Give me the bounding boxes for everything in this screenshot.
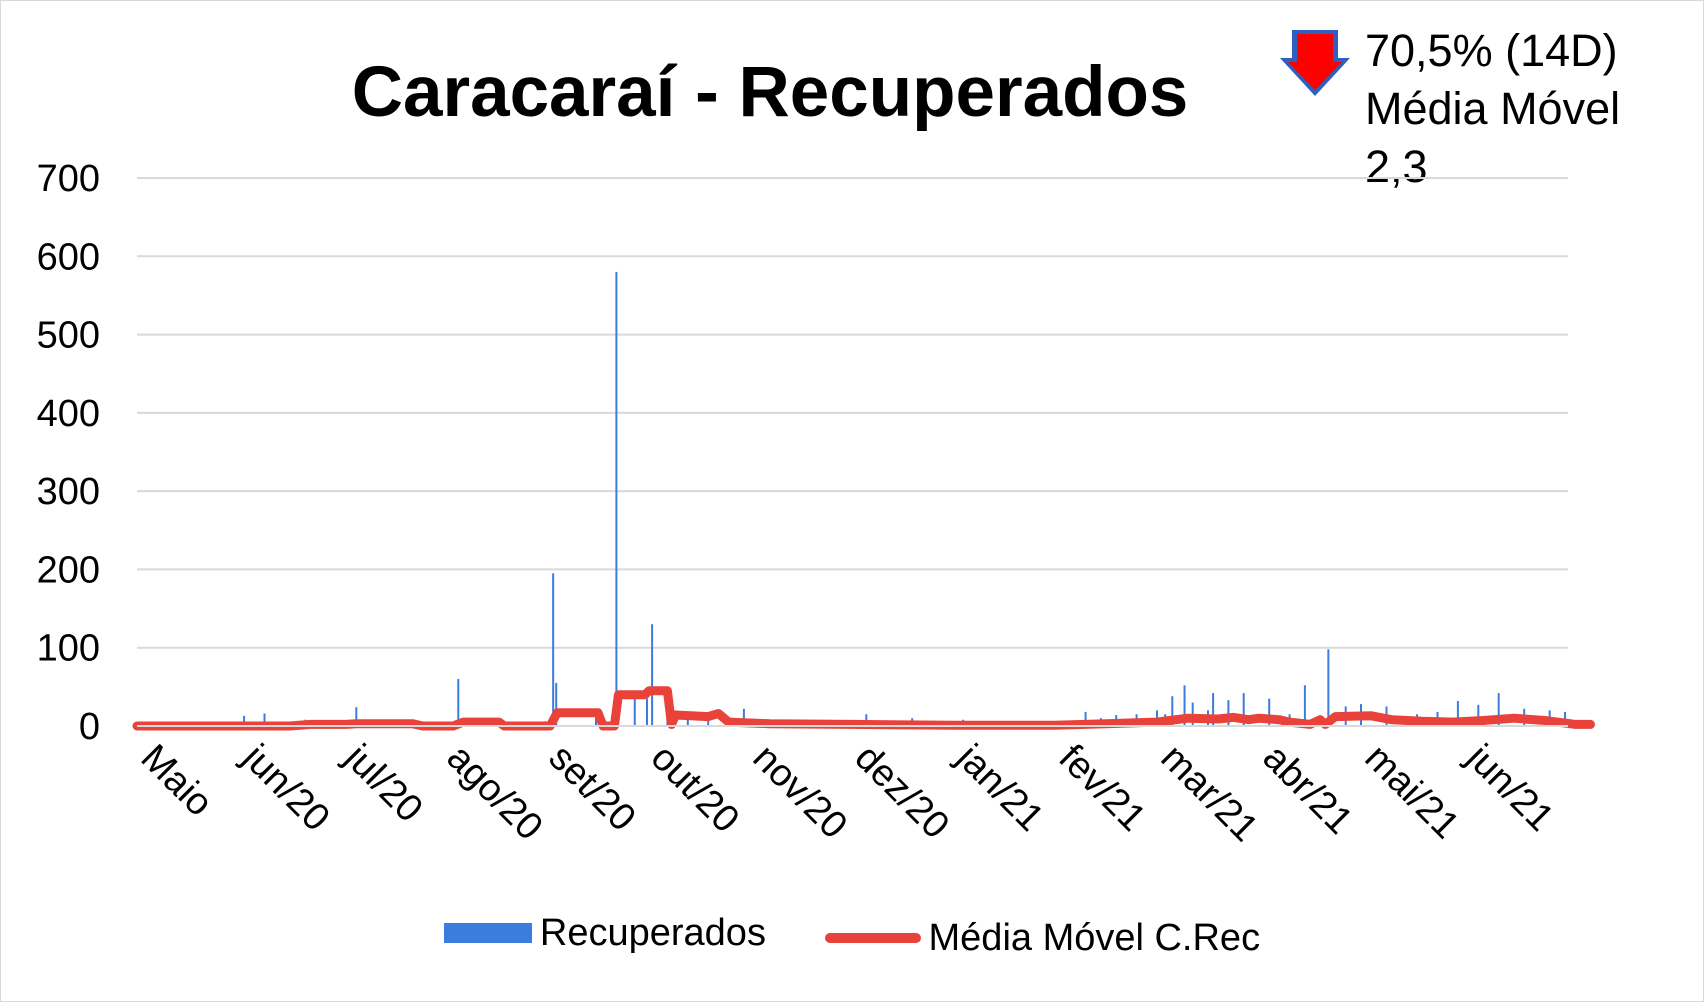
legend-item-recuperados: Recuperados [443,911,766,955]
bar [1183,685,1186,726]
bar [1477,704,1480,726]
annotation-label: Média Móvel [1365,83,1621,134]
bar [552,573,555,726]
trend-annotation: 70,5% (14D) Média Móvel 2,3 [1365,22,1620,196]
bar [1212,693,1215,726]
bar [1227,700,1230,726]
bar [742,708,745,726]
bar [686,714,689,726]
line-series [132,686,1595,731]
gridlines [137,177,1568,727]
legend-label-media-movel: Média Móvel C.Rec [928,916,1261,959]
x-tick-label: jun/21 [1458,736,1562,840]
y-tick-label: 200 [37,549,100,591]
bar [1268,698,1271,726]
bar [646,698,648,726]
x-tick-label: jun/20 [234,736,338,840]
bar [615,271,618,726]
bar [263,713,266,726]
down-arrow-icon [1280,30,1350,96]
y-tick-label: 500 [37,315,100,357]
bar [1303,685,1306,726]
legend-label-recuperados: Recuperados [539,911,766,954]
y-tick-label: 400 [37,393,100,435]
bar [555,682,558,726]
bar [1327,649,1330,726]
x-tick-label: Maio [133,737,221,825]
moving-average-line [132,686,1595,731]
bar [595,718,597,726]
bar [355,707,358,726]
chart-title: Caracaraí - Recuperados [351,53,1189,132]
bar [1456,700,1459,726]
y-axis: 0 100 200 300 400 500 600 700 [37,158,100,748]
down-arrow-fill [1288,34,1342,90]
bar [707,716,710,726]
bar [633,694,636,726]
bar-series [243,271,1566,726]
x-tick-label: set/20 [541,737,644,840]
y-tick-label: 100 [37,628,100,670]
bar [1497,693,1500,726]
legend-swatch-bar [443,923,532,943]
x-tick-label: jan/21 [948,736,1052,840]
x-tick-label: ago/20 [439,737,551,849]
x-tick-label: dez/20 [847,737,957,847]
legend-swatch-line [824,933,921,943]
y-tick-label: 700 [37,158,100,200]
legend: Recuperados Média Móvel C.Rec [0,910,1704,960]
bar [457,679,460,726]
x-tick-label: mar/21 [1153,737,1266,850]
legend-item-media-movel: Média Móvel C.Rec [824,916,1261,960]
x-tick-label: out/20 [643,737,747,841]
x-tick-label: abr/21 [1255,737,1361,843]
x-tick-label: fev/21 [1051,737,1154,840]
x-tick-label: nov/20 [745,737,855,847]
bar [243,715,246,726]
annotation-percent: 70,5% (14D) [1365,25,1618,76]
annotation-value: 2,3 [1365,141,1428,192]
y-tick-label: 0 [79,706,100,748]
x-tick-label: mai/21 [1357,737,1467,847]
bar [1242,693,1245,726]
bar [1084,711,1087,726]
x-tick-label: jul/20 [336,736,431,831]
y-tick-label: 300 [37,471,100,513]
bar [651,624,654,726]
y-tick-label: 600 [37,236,100,278]
bar [1171,696,1174,726]
